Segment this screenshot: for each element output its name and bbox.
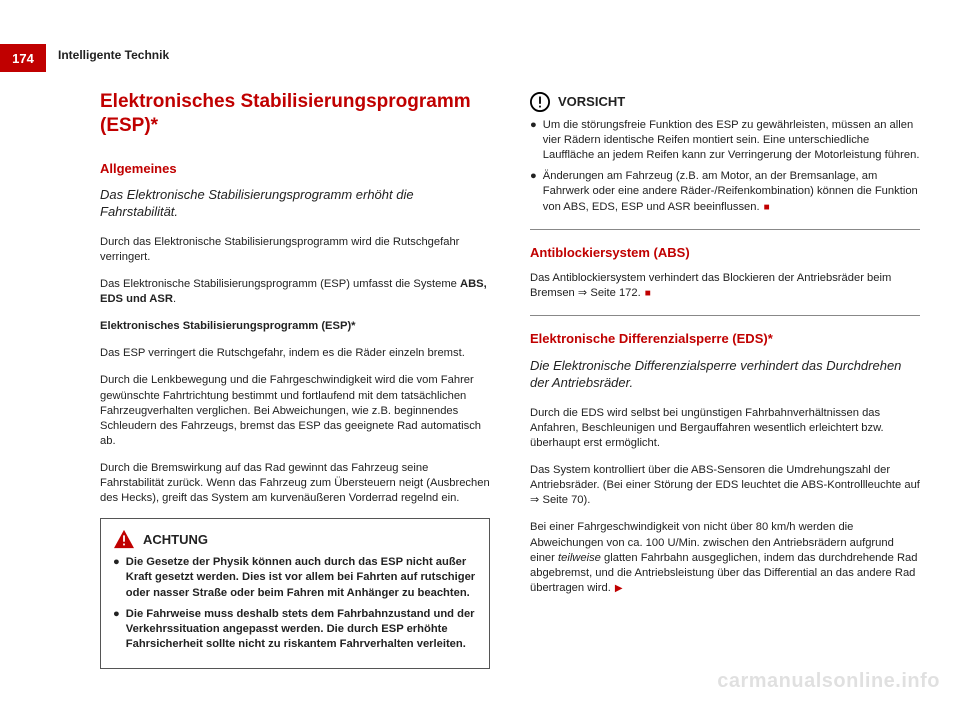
text-run: Änderungen am Fahrzeug (z.B. am Motor, a…	[543, 170, 918, 212]
content-area: Elektronisches Stabilisierungsprogramm (…	[100, 90, 920, 671]
inline-heading: Elektronisches Stabilisierungsprogramm (…	[100, 319, 490, 334]
vorsicht-bullet: ● Um die störungsfreie Funktion des ESP …	[530, 118, 920, 163]
section-end-icon: ■	[764, 202, 770, 213]
text-run: Das Elektronische Stabilisierungsprogram…	[100, 278, 460, 290]
page: 174 Intelligente Technik Elektronisches …	[0, 0, 960, 701]
text-run: Das System kontrolliert über die ABS-Sen…	[530, 464, 920, 491]
vorsicht-text: Um die störungsfreie Funktion des ESP zu…	[543, 118, 920, 163]
vorsicht-bullet: ● Änderungen am Fahrzeug (z.B. am Motor,…	[530, 169, 920, 214]
divider	[530, 229, 920, 230]
divider	[530, 315, 920, 316]
lead-text: Die Elektronische Differenzialsperre ver…	[530, 358, 920, 392]
watermark: carmanualsonline.info	[717, 670, 940, 693]
left-column: Elektronisches Stabilisierungsprogramm (…	[100, 90, 490, 671]
body-paragraph: Durch die Lenkbewegung und die Fahrgesch…	[100, 373, 490, 449]
achtung-bullet: ● Die Gesetze der Physik können auch dur…	[113, 555, 477, 600]
achtung-title: ACHTUNG	[143, 531, 208, 549]
vorsicht-text: Änderungen am Fahrzeug (z.B. am Motor, a…	[543, 169, 920, 214]
achtung-head: ACHTUNG	[113, 529, 477, 549]
body-paragraph: Das Elektronische Stabilisierungsprogram…	[100, 277, 490, 307]
page-ref: ⇒ Seite 70).	[530, 494, 590, 506]
running-head: Intelligente Technik	[58, 48, 169, 62]
section-end-icon: ■	[645, 288, 651, 299]
page-ref: ⇒ Seite 172.	[578, 287, 641, 299]
subheading-eds: Elektronische Differenzialsperre (EDS)*	[530, 330, 920, 348]
subheading-allgemeines: Allgemeines	[100, 160, 490, 178]
body-paragraph: Durch die EDS wird selbst bei ungünstige…	[530, 406, 920, 451]
body-paragraph: Das Antiblockiersystem verhindert das Bl…	[530, 271, 920, 301]
vorsicht-title: VORSICHT	[558, 93, 625, 111]
body-paragraph: Durch die Bremswirkung auf das Rad gewin…	[100, 461, 490, 506]
bullet-dot-icon: ●	[113, 607, 120, 652]
warning-triangle-icon	[113, 529, 135, 549]
bullet-dot-icon: ●	[530, 118, 537, 163]
achtung-text: Die Fahrweise muss deshalb stets dem Fah…	[126, 607, 477, 652]
continue-arrow-icon: ▶	[615, 583, 623, 594]
lead-text: Das Elektronische Stabilisierungsprogram…	[100, 187, 490, 221]
body-paragraph: Das ESP verringert die Rutschgefahr, ind…	[100, 346, 490, 361]
achtung-bullet: ● Die Fahrweise muss deshalb stets dem F…	[113, 607, 477, 652]
body-paragraph: Bei einer Fahrgeschwindigkeit von nicht …	[530, 520, 920, 596]
section-title-esp: Elektronisches Stabilisierungsprogramm (…	[100, 90, 490, 138]
body-paragraph: Das System kontrolliert über die ABS-Sen…	[530, 463, 920, 508]
text-run: .	[173, 293, 176, 305]
right-column: VORSICHT ● Um die störungsfreie Funktion…	[530, 90, 920, 671]
subheading-abs: Antiblockiersystem (ABS)	[530, 244, 920, 262]
achtung-box: ACHTUNG ● Die Gesetze der Physik können …	[100, 518, 490, 669]
achtung-text: Die Gesetze der Physik können auch durch…	[126, 555, 477, 600]
body-paragraph: Durch das Elektronische Stabilisierungsp…	[100, 235, 490, 265]
bullet-dot-icon: ●	[530, 169, 537, 214]
text-italic: teilweise	[558, 552, 601, 564]
bullet-dot-icon: ●	[113, 555, 120, 600]
page-number-tab: 174	[0, 44, 46, 72]
caution-circle-icon	[530, 92, 550, 112]
vorsicht-head: VORSICHT	[530, 92, 920, 112]
